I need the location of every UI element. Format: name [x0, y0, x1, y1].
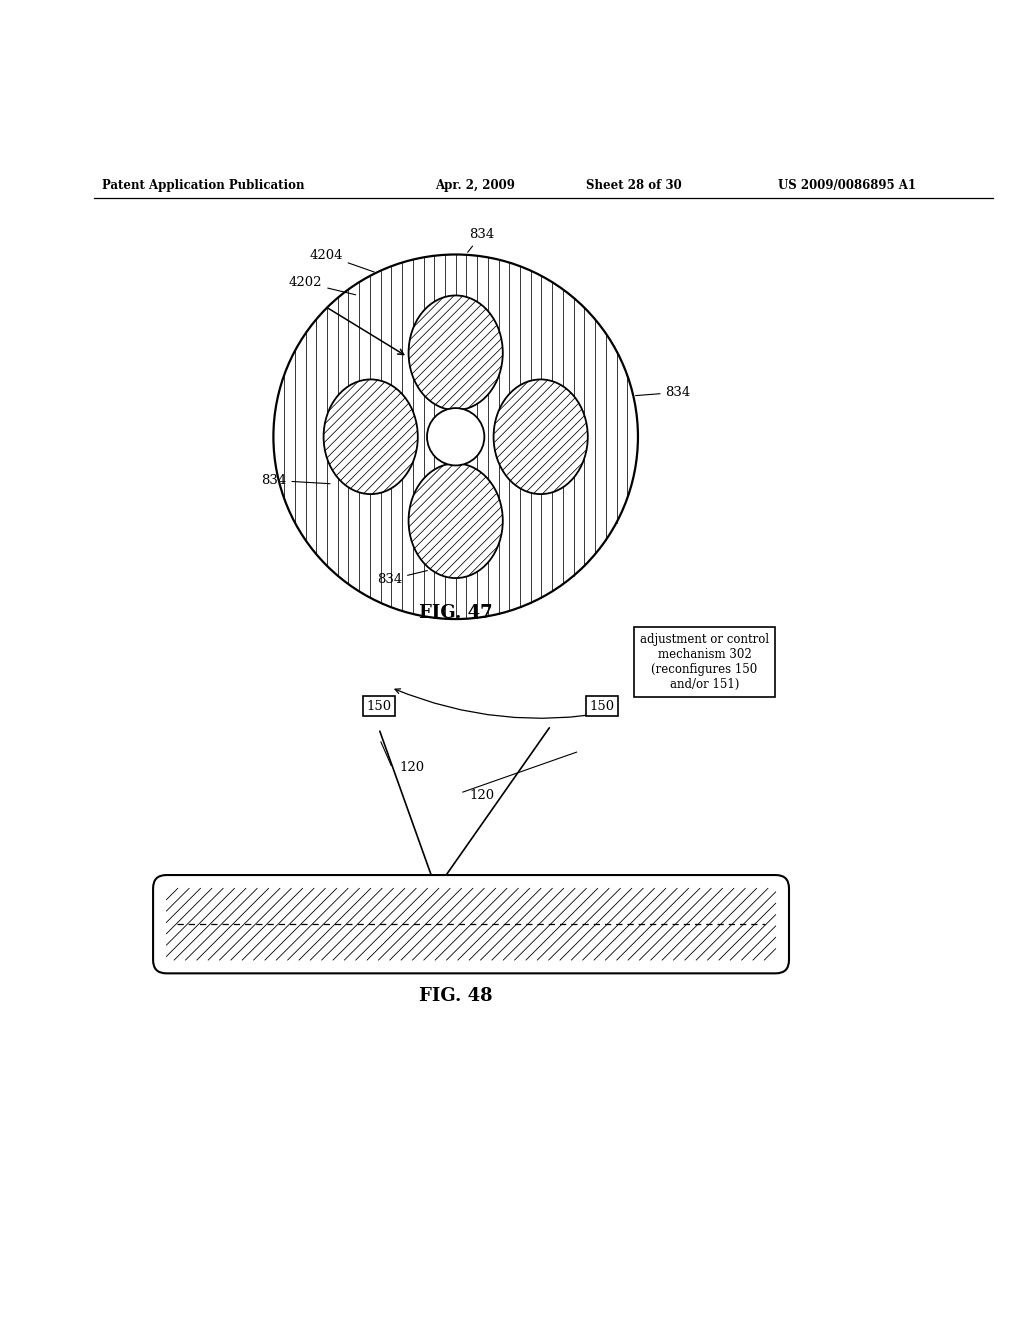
Text: 150: 150	[367, 700, 391, 713]
Text: Apr. 2, 2009: Apr. 2, 2009	[435, 180, 515, 193]
Ellipse shape	[409, 463, 503, 578]
Text: 834: 834	[636, 385, 691, 399]
Text: 120: 120	[399, 762, 425, 774]
Text: Sheet 28 of 30: Sheet 28 of 30	[586, 180, 682, 193]
Circle shape	[273, 255, 638, 619]
Text: FIG. 48: FIG. 48	[419, 987, 493, 1005]
Circle shape	[427, 408, 484, 466]
Ellipse shape	[324, 379, 418, 494]
Text: 834: 834	[377, 570, 427, 586]
Text: 120: 120	[469, 788, 495, 801]
Text: US 2009/0086895 A1: US 2009/0086895 A1	[778, 180, 916, 193]
Text: Patent Application Publication: Patent Application Publication	[102, 180, 305, 193]
Ellipse shape	[494, 379, 588, 494]
Ellipse shape	[409, 296, 503, 411]
Text: FIG. 47: FIG. 47	[419, 603, 493, 622]
Text: 834: 834	[261, 474, 330, 487]
Text: 834: 834	[468, 228, 495, 252]
Text: 4202: 4202	[289, 276, 355, 294]
Text: 4204: 4204	[309, 248, 374, 272]
FancyBboxPatch shape	[154, 875, 788, 973]
Text: 150: 150	[590, 700, 614, 713]
Text: adjustment or control
mechanism 302
(reconfigures 150
and/or 151): adjustment or control mechanism 302 (rec…	[640, 634, 769, 692]
